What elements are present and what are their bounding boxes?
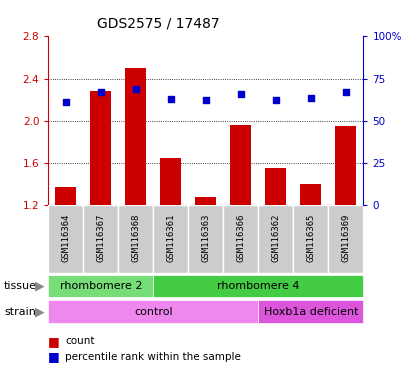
Bar: [300, 184, 321, 205]
Text: GSM116364: GSM116364: [61, 214, 70, 262]
Point: [237, 91, 244, 97]
Text: ▶: ▶: [35, 280, 45, 292]
Bar: [258, 205, 293, 273]
Bar: [90, 91, 111, 205]
Text: strain: strain: [4, 306, 36, 317]
Text: count: count: [65, 336, 94, 346]
Point: [273, 97, 279, 103]
Text: GSM116369: GSM116369: [341, 214, 350, 262]
Bar: [293, 205, 328, 273]
Bar: [195, 197, 216, 205]
Text: Hoxb1a deficient: Hoxb1a deficient: [264, 306, 358, 317]
Bar: [48, 275, 153, 297]
Text: rhombomere 2: rhombomere 2: [60, 281, 142, 291]
Text: GDS2575 / 17487: GDS2575 / 17487: [97, 17, 220, 31]
Text: rhombomere 4: rhombomere 4: [217, 281, 299, 291]
Text: ■: ■: [48, 335, 60, 348]
Point: [202, 97, 209, 103]
Bar: [55, 187, 76, 205]
Text: GSM116361: GSM116361: [166, 214, 175, 262]
Point: [307, 94, 314, 101]
Text: control: control: [134, 306, 173, 317]
Bar: [265, 169, 286, 205]
Point: [132, 86, 139, 93]
Text: tissue: tissue: [4, 281, 37, 291]
Text: GSM116362: GSM116362: [271, 214, 280, 262]
Bar: [153, 275, 363, 297]
Bar: [335, 126, 356, 205]
Text: GSM116365: GSM116365: [306, 214, 315, 262]
Bar: [48, 205, 83, 273]
Bar: [153, 205, 188, 273]
Bar: [230, 125, 251, 205]
Bar: [223, 205, 258, 273]
Text: GSM116368: GSM116368: [131, 214, 140, 262]
Text: ▶: ▶: [35, 305, 45, 318]
Text: GSM116363: GSM116363: [201, 214, 210, 262]
Bar: [125, 68, 146, 205]
Point: [342, 89, 349, 96]
Bar: [328, 205, 363, 273]
Text: GSM116367: GSM116367: [96, 214, 105, 262]
Point: [97, 89, 104, 96]
Bar: [160, 158, 181, 205]
Bar: [118, 205, 153, 273]
Bar: [258, 300, 363, 323]
Text: ■: ■: [48, 350, 60, 363]
Text: GSM116366: GSM116366: [236, 214, 245, 262]
Point: [63, 99, 69, 105]
Point: [168, 96, 174, 102]
Bar: [188, 205, 223, 273]
Bar: [48, 300, 258, 323]
Bar: [83, 205, 118, 273]
Text: percentile rank within the sample: percentile rank within the sample: [65, 352, 241, 362]
